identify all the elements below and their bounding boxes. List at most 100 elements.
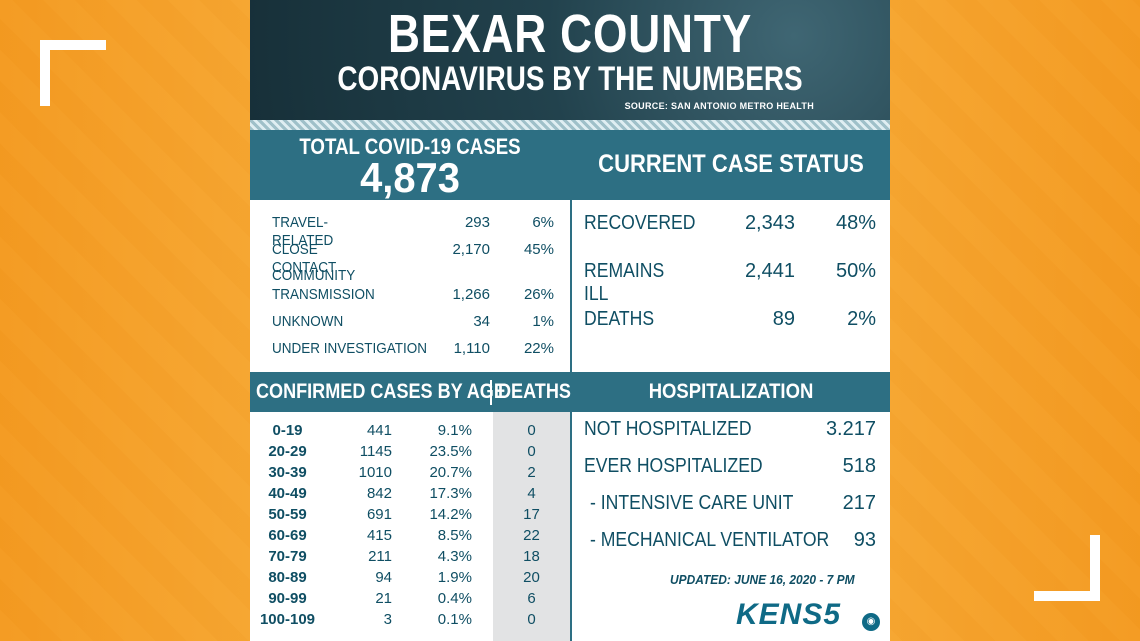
source-pct: 1%: [532, 313, 554, 330]
table-row: 0-19 441 9.1% 0: [250, 422, 570, 443]
hospitalization-row-label: NOT HOSPITALIZED: [584, 418, 752, 440]
age-pct: 0.1%: [437, 611, 472, 628]
status-count: 89: [772, 308, 795, 330]
source-pct: 22%: [523, 340, 554, 357]
source-pct: 26%: [523, 286, 554, 303]
hospitalization-row-value: 3.217: [825, 418, 876, 440]
age-count: 1145: [359, 443, 392, 460]
table-row: 60-69 415 8.5% 22: [250, 527, 570, 548]
total-cases-value: 4,873: [360, 154, 460, 201]
source-pct: 6%: [532, 214, 554, 231]
table-row: 80-89 94 1.9% 20: [250, 569, 570, 590]
case-status-box: CURRENT CASE STATUS: [572, 130, 890, 200]
status-count: 2,343: [744, 212, 795, 234]
case-status-label: CURRENT CASE STATUS: [598, 150, 864, 178]
age-pct: 1.9%: [437, 569, 472, 586]
age-deaths: 2: [527, 464, 536, 481]
hospitalization-row-label: EVER HOSPITALIZED: [584, 455, 763, 477]
source-pct: 45%: [523, 241, 554, 258]
hospitalization-label: HOSPITALIZATION: [648, 380, 814, 403]
age-pct: 9.1%: [437, 422, 472, 439]
status-pct: 2%: [847, 308, 876, 330]
age-deaths: 6: [527, 590, 536, 607]
background-right-shade: [890, 0, 1140, 641]
hospitalization-section-header: HOSPITALIZATION: [572, 372, 890, 412]
source-count: 1,110: [453, 340, 490, 357]
age-deaths: 0: [527, 611, 536, 628]
age-count: 415: [366, 527, 392, 544]
hospitalization-row-label: - INTENSIVE CARE UNIT: [590, 492, 794, 514]
infographic-panel: BEXAR COUNTY CORONAVIRUS BY THE NUMBERS …: [250, 0, 890, 641]
age-range: 0-19: [272, 422, 303, 439]
column-divider: [570, 130, 572, 641]
age-section-header: CONFIRMED CASES BY AGE DEATHS: [250, 372, 571, 412]
age-pct: 8.5%: [437, 527, 472, 544]
table-row: 50-59 691 14.2% 17: [250, 506, 570, 527]
status-pct: 48%: [835, 212, 876, 234]
age-count: 21: [375, 590, 392, 607]
cbs-eye-icon: ◉: [862, 613, 880, 631]
age-range: 70-79: [268, 548, 307, 565]
age-count: 3: [383, 611, 392, 628]
age-count: 441: [366, 422, 392, 439]
table-row: 90-99 21 0.4% 6: [250, 590, 570, 611]
table-row: 20-29 1145 23.5% 0: [250, 443, 570, 464]
age-deaths: 18: [523, 548, 540, 565]
age-pct: 14.2%: [429, 506, 472, 523]
age-section-label: CONFIRMED CASES BY AGE: [256, 380, 506, 403]
source-label: UNKNOWN: [272, 313, 344, 330]
age-range: 50-59: [268, 506, 307, 523]
age-count: 211: [368, 548, 392, 565]
table-row: 100-109 3 0.1% 0: [250, 611, 570, 632]
updated-timestamp: UPDATED: JUNE 16, 2020 - 7 PM: [670, 572, 855, 587]
header-separator: [490, 380, 492, 405]
source-note: SOURCE: SAN ANTONIO METRO HEALTH: [624, 101, 814, 111]
background-left-shade: [0, 0, 250, 641]
age-deaths: 0: [527, 443, 536, 460]
age-range: 30-39: [268, 464, 307, 481]
source-count: 34: [473, 313, 490, 330]
age-deaths: 22: [523, 527, 540, 544]
source-count: 293: [464, 214, 490, 231]
source-label-line2: TRANSMISSION: [272, 286, 375, 303]
source-label: CLOSE CONTACT: [272, 241, 337, 276]
deaths-column-label: DEATHS: [498, 380, 571, 403]
table-row: 30-39 1010 20.7% 2: [250, 464, 570, 485]
age-range: 60-69: [268, 527, 307, 544]
age-range: 20-29: [268, 443, 307, 460]
status-pct: 50%: [835, 260, 876, 282]
age-count: 94: [375, 569, 392, 586]
hospitalization-row-value: 217: [842, 492, 876, 514]
age-pct: 0.4%: [437, 590, 472, 607]
age-pct: 23.5%: [429, 443, 472, 460]
status-label: REMAINS ILL: [584, 260, 665, 305]
source-label: UNDER INVESTIGATION: [272, 340, 428, 357]
corner-bracket-bottom-right-icon: [1034, 535, 1100, 601]
table-row: 70-79 211 4.3% 18: [250, 548, 570, 569]
age-pct: 17.3%: [429, 485, 472, 502]
age-deaths: 17: [523, 506, 540, 523]
age-count: 691: [366, 506, 392, 523]
hatch-divider: [250, 120, 890, 130]
age-range: 90-99: [268, 590, 307, 607]
table-row: 40-49 842 17.3% 4: [250, 485, 570, 506]
age-pct: 20.7%: [429, 464, 472, 481]
source-count: 1,266: [452, 286, 490, 303]
age-pct: 4.3%: [437, 548, 472, 565]
page-subtitle: CORONAVIRUS BY THE NUMBERS: [337, 60, 803, 98]
status-label: RECOVERED: [584, 212, 696, 234]
age-count: 842: [366, 485, 392, 502]
age-deaths: 4: [527, 485, 536, 502]
source-label-line1: COMMUNITY: [272, 267, 356, 284]
header: BEXAR COUNTY CORONAVIRUS BY THE NUMBERS …: [250, 0, 890, 120]
hospitalization-row-value: 93: [853, 529, 876, 551]
kens5-logo: KENS5: [736, 598, 842, 631]
age-deaths: 0: [527, 422, 536, 439]
source-label: TRAVEL-RELATED: [272, 214, 334, 249]
total-cases-box: TOTAL COVID-19 CASES 4,873: [250, 130, 570, 200]
hospitalization-row-value: 518: [842, 455, 876, 477]
age-range: 100-109: [259, 611, 316, 628]
status-count: 2,441: [744, 260, 795, 282]
corner-bracket-top-left-icon: [40, 40, 106, 106]
total-cases-label: TOTAL COVID-19 CASES: [299, 134, 521, 159]
